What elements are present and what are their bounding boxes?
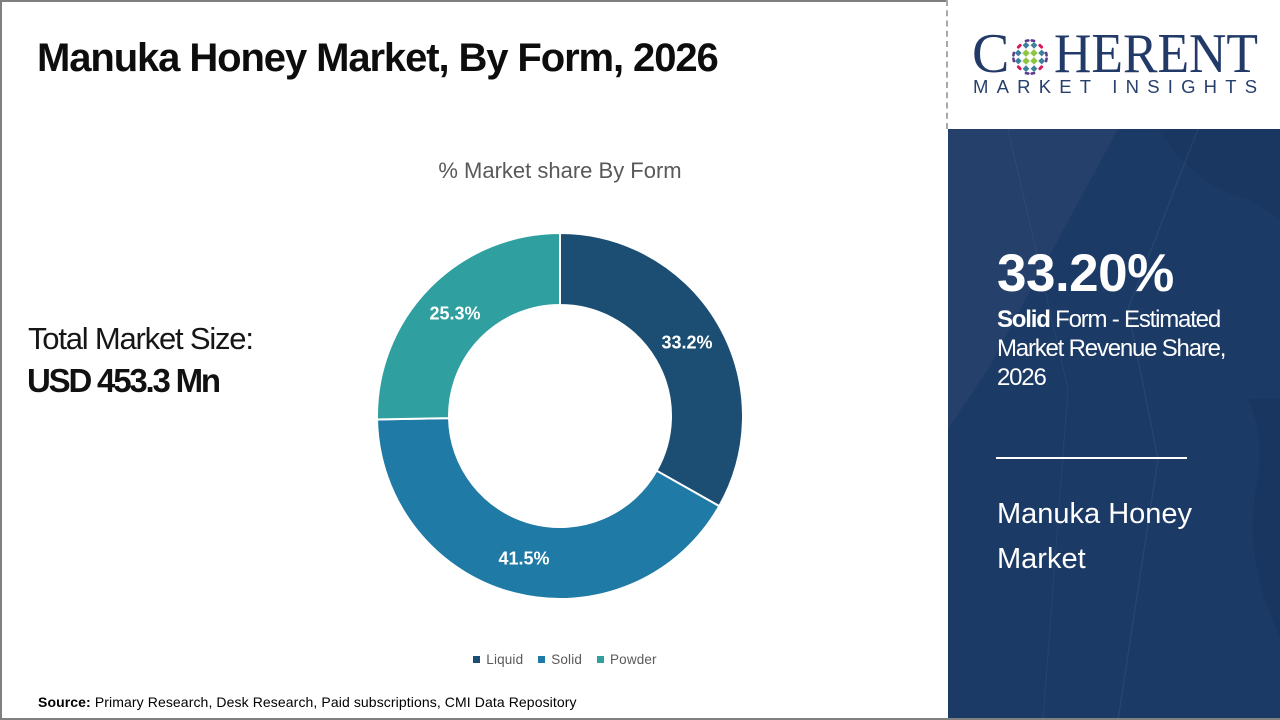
svg-text:C: C	[972, 28, 1009, 85]
svg-text:HERENT: HERENT	[1054, 28, 1258, 85]
svg-text:MARKET INSIGHTS: MARKET INSIGHTS	[973, 76, 1265, 97]
